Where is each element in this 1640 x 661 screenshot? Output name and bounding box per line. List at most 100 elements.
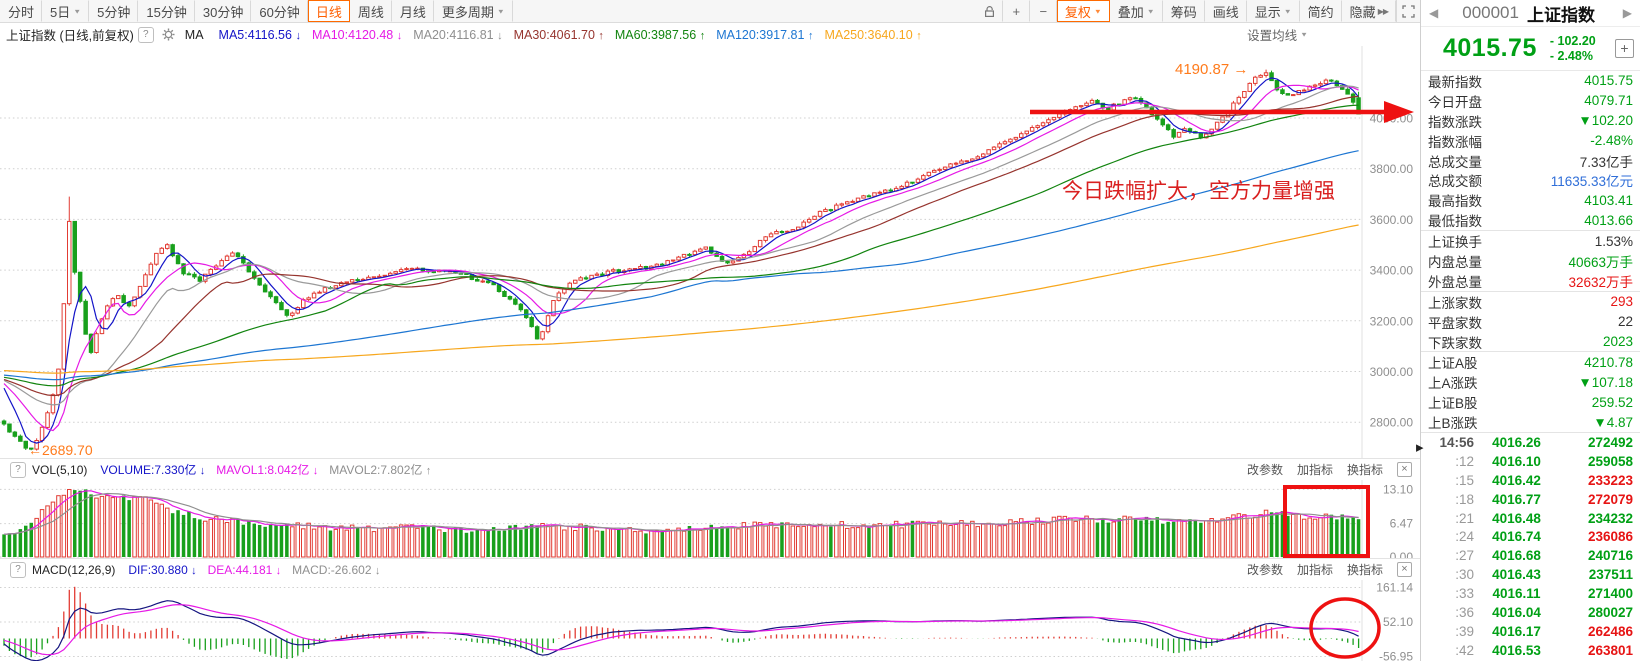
indicator-value: MA250:3640.10 ↑ <box>824 27 922 42</box>
pane-link-1[interactable]: 加指标 <box>1296 463 1333 477</box>
macd-chart[interactable]: 161.14 52.10 -56.95 <box>0 580 1420 661</box>
tool-button-6[interactable]: 隐藏 ▶▶ <box>1342 0 1396 22</box>
gear-icon[interactable] <box>162 28 175 41</box>
tick-row[interactable]: :36 4016.04 280027 <box>1455 604 1633 620</box>
help-icon[interactable]: ? <box>10 461 26 478</box>
period-tabs: 分时 5日 ▼ 5分钟 15分钟 30分钟 60分钟 日线 周线 月线 更多周期 ▼ <box>0 0 513 22</box>
period-tab-3[interactable]: 15分钟 <box>138 0 195 22</box>
indicator-value: VOLUME:7.330亿 ↓ <box>100 463 206 477</box>
close-pane-icon[interactable]: × <box>1397 462 1412 477</box>
svg-text:3000.00: 3000.00 <box>1370 365 1414 379</box>
stat-row: 指数涨幅 -2.48% <box>1428 133 1633 150</box>
stat-row: 总成交额 11635.33亿元 <box>1428 174 1633 190</box>
tick-row[interactable]: :39 4016.17 262486 <box>1455 623 1633 639</box>
svg-text:6.47: 6.47 <box>1390 517 1414 531</box>
period-tab-2[interactable]: 5分钟 <box>89 0 139 22</box>
price-summary: 4015.75 - 102.20 - 2.48% + <box>1421 27 1640 71</box>
stat-row: 指数涨跌 ▼102.20 <box>1428 113 1633 130</box>
next-stock-arrow[interactable]: ▶ <box>1622 6 1632 20</box>
unlock-icon[interactable] <box>976 0 1003 22</box>
period-tab-8[interactable]: 月线 <box>392 0 434 22</box>
pane-link-1[interactable]: 加指标 <box>1296 563 1333 577</box>
tool-button-1[interactable]: 叠加 ▼ <box>1110 0 1163 22</box>
quote-panel: ◀ 000001 上证指数 ▶ 4015.75 - 102.20 - 2.48%… <box>1420 0 1640 661</box>
fullscreen-icon[interactable] <box>1396 0 1420 22</box>
tick-row[interactable]: :18 4016.77 272079 <box>1455 491 1633 507</box>
indicator-value: MA5:4116.56 ↓ <box>218 27 301 42</box>
ma-settings-button[interactable]: 设置均线 ▼ <box>1247 29 1308 43</box>
help-icon[interactable]: ? <box>137 26 154 43</box>
panel-collapse-handle[interactable]: ▸ <box>1416 439 1424 456</box>
drawn-annotations: 今日跌幅扩大，空方力量增强 4190.87 → ←2689.70 <box>28 61 1414 458</box>
drawn-circle-annotation <box>1309 597 1381 659</box>
svg-text:161.14: 161.14 <box>1376 581 1413 595</box>
volume-pane-header: ? VOL(5,10) VOLUME:7.330亿 ↓ MAVOL1:8.042亿 ↓… <box>0 458 1420 480</box>
svg-text:3400.00: 3400.00 <box>1370 264 1414 278</box>
indicator-value: MA30:4061.70 ↑ <box>513 27 604 42</box>
tick-row[interactable]: :15 4016.42 233223 <box>1455 472 1633 488</box>
tick-row[interactable]: :21 4016.48 234232 <box>1455 510 1633 526</box>
quote-panel-header: ◀ 000001 上证指数 ▶ <box>1421 0 1640 27</box>
tick-row[interactable]: :24 4016.74 236086 <box>1455 529 1633 545</box>
svg-text:0.00: 0.00 <box>1390 550 1414 558</box>
period-tab-4[interactable]: 30分钟 <box>195 0 252 22</box>
stat-row: 最高指数 4103.41 <box>1428 192 1633 210</box>
stat-row: 下跌家数 2023 <box>1421 332 1640 353</box>
stat-row: 上B涨跌 ▼4.87 <box>1421 412 1640 434</box>
stat-row: 今日开盘 4079.71 <box>1428 93 1633 110</box>
pane-link-0[interactable]: 改参数 <box>1246 563 1283 577</box>
zoom-in-button[interactable]: + <box>1003 0 1030 22</box>
stat-row: 最低指数 4013.66 <box>1421 210 1640 232</box>
ma-values: MA5:4116.56 ↓ MA10:4120.48 ↓ MA20:4116.81 … <box>208 28 922 42</box>
add-to-watchlist-button[interactable]: + <box>1615 39 1634 58</box>
tool-button-3[interactable]: 画线 <box>1205 0 1247 22</box>
price-change: - 102.20 - 2.48% <box>1549 33 1596 63</box>
help-icon[interactable]: ? <box>10 561 26 578</box>
indicator-value: MACD:-26.602 ↓ <box>292 562 381 577</box>
svg-text:2800.00: 2800.00 <box>1370 416 1414 430</box>
tick-row[interactable]: :33 4016.11 271400 <box>1455 586 1633 602</box>
main-candlestick-chart[interactable]: 4000.003800.003600.003400.003200.003000.… <box>0 46 1420 458</box>
period-tab-6[interactable]: 日线 <box>307 0 350 22</box>
low-price-label: ←2689.70 <box>28 442 93 458</box>
stat-row: 上A涨跌 ▼107.18 <box>1428 374 1633 392</box>
chart-header: 上证指数 (日线,前复权) ? MA MA5:4116.56 ↓ MA10:412… <box>0 23 1420 46</box>
tool-button-2[interactable]: 筹码 <box>1163 0 1205 22</box>
indicator-value: DIF:30.880 ↓ <box>128 562 197 577</box>
tool-button-4[interactable]: 显示 ▼ <box>1247 0 1300 22</box>
tick-row[interactable]: :27 4016.68 240716 <box>1455 548 1633 564</box>
zoom-out-button[interactable]: − <box>1030 0 1057 22</box>
trend-note-text: 今日跌幅扩大，空方力量增强 <box>1062 179 1335 203</box>
tick-row[interactable]: 14:56 4016.26 272492 <box>1439 434 1633 450</box>
drawn-rectangle-annotation <box>1283 485 1370 558</box>
period-tab-0[interactable]: 分时 <box>0 0 43 22</box>
period-tab-1[interactable]: 5日 ▼ <box>42 0 90 22</box>
tick-row[interactable]: :42 4016.53 263801 <box>1455 642 1633 658</box>
tick-row[interactable]: :12 4016.10 259058 <box>1455 453 1633 469</box>
tool-button-0[interactable]: 复权 ▼ <box>1056 0 1110 22</box>
svg-text:-56.95: -56.95 <box>1379 650 1413 661</box>
tick-row[interactable]: :30 4016.43 237511 <box>1455 567 1633 583</box>
indicator-name: MACD(12,26,9) <box>32 562 116 577</box>
peak-price-label: 4190.87 → <box>1175 61 1248 78</box>
pane-link-0[interactable]: 改参数 <box>1246 463 1283 477</box>
tick-trade-list[interactable]: 14:56 4016.26 272492 :12 4016.10 259058 … <box>1421 433 1640 660</box>
close-pane-icon[interactable]: × <box>1397 562 1412 577</box>
pane-link-2[interactable]: 换指标 <box>1346 463 1383 477</box>
volume-chart[interactable]: 13.10 6.47 0.00 <box>0 480 1420 558</box>
indicator-value: MA120:3917.81 ↑ <box>716 27 814 42</box>
stat-row: 上证换手 1.53% <box>1428 233 1633 251</box>
indicator-value: MA60:3987.56 ↑ <box>614 27 706 42</box>
period-tab-5[interactable]: 60分钟 <box>251 0 308 22</box>
tool-button-5[interactable]: 简约 <box>1300 0 1342 22</box>
stock-code: 000001 <box>1462 3 1519 22</box>
period-tab-9[interactable]: 更多周期 ▼ <box>434 0 513 22</box>
stat-row: 最新指数 4015.75 <box>1428 73 1633 90</box>
svg-text:3200.00: 3200.00 <box>1370 314 1414 328</box>
period-tab-7[interactable]: 周线 <box>350 0 392 22</box>
pane-link-2[interactable]: 换指标 <box>1346 563 1383 577</box>
prev-stock-arrow[interactable]: ◀ <box>1429 6 1439 20</box>
stat-row: 上证B股 259.52 <box>1428 394 1633 412</box>
quote-stats-list: 最新指数 4015.75 今日开盘 4079.71 指数涨跌 ▼102.20 指… <box>1421 71 1640 434</box>
